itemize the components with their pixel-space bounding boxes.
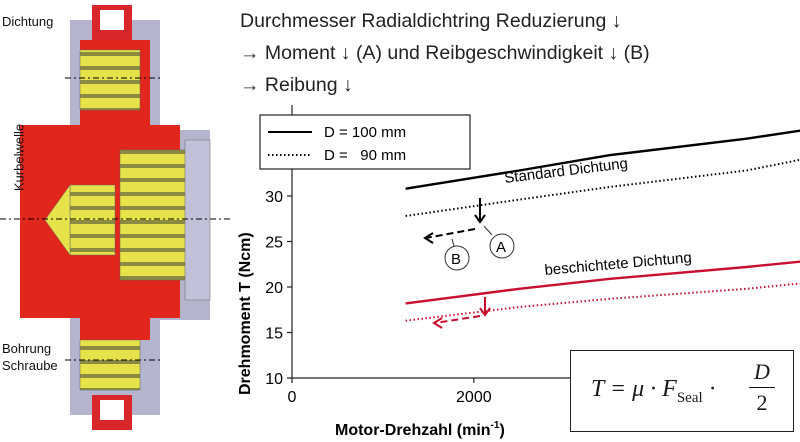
- bottom-bearing-shape: [79, 339, 141, 391]
- formula-sub: Seal: [676, 389, 703, 406]
- annotation-standard-seal: Standard Dichtung: [503, 155, 628, 187]
- legend-label-100: D = 100 mm: [324, 124, 406, 141]
- center-bearing-shape: [69, 184, 116, 256]
- label-bore: Bohrung: [2, 341, 52, 356]
- formula-denominator: 2: [756, 390, 768, 415]
- reduction-arrows-red: [432, 297, 491, 329]
- legend: D = 100 mm D = 90 mm: [259, 114, 471, 170]
- legend-box: [259, 114, 471, 170]
- formula-lhs: T = μ · F: [591, 376, 677, 402]
- torque-formula: T = μ · FSeal · D 2: [570, 350, 794, 432]
- formula-dot: ·: [702, 376, 717, 402]
- y-axis-title: Drehmoment T (Ncm): [237, 232, 254, 395]
- headline-3: → Reibung ↓: [240, 74, 353, 96]
- headline-2: → Moment ↓ (A) und Reibgeschwindigkeit ↓…: [240, 42, 650, 64]
- crankshaft-cross-section: [0, 5, 230, 430]
- outer-bearing-shape: [119, 149, 191, 281]
- marker-b: [444, 245, 470, 271]
- y-tick-label: 15: [265, 326, 283, 343]
- y-tick-label: 10: [265, 371, 283, 388]
- legend-label-90: D = 90 mm: [324, 147, 406, 164]
- series-line-1: [405, 129, 800, 190]
- y-tick-label: 25: [265, 235, 283, 252]
- formula-main: T = μ · FSeal ·: [591, 376, 717, 407]
- marker-b-label: B: [451, 251, 461, 268]
- label-screw: Schraube: [2, 358, 58, 373]
- label-shaft: Kurbelwelle: [11, 123, 27, 192]
- formula-fraction: D 2: [749, 359, 775, 416]
- top-bearing-shape: [79, 49, 141, 111]
- x-tick-label: 2000: [456, 389, 492, 406]
- y-tick-label: 30: [265, 189, 283, 206]
- headline-1: Durchmesser Radialdichtring Reduzierung …: [240, 10, 622, 32]
- torque-chart: 101520253035020004000 D = 100 mm D = 90 …: [237, 105, 800, 439]
- formula-numerator: D: [749, 359, 775, 388]
- x-tick-label: 0: [288, 389, 297, 406]
- drill-tip-shape: [44, 184, 71, 256]
- reduction-arrows-black: [423, 198, 486, 244]
- series-line-2: [405, 158, 800, 217]
- y-tick-label: 20: [265, 280, 283, 297]
- marker-a: [489, 233, 515, 259]
- x-axis-title: Motor-Drehzahl (min-1): [335, 420, 505, 439]
- label-seal: Dichtung: [2, 14, 54, 29]
- series-line-3: [405, 260, 800, 305]
- marker-a-label: A: [496, 239, 506, 256]
